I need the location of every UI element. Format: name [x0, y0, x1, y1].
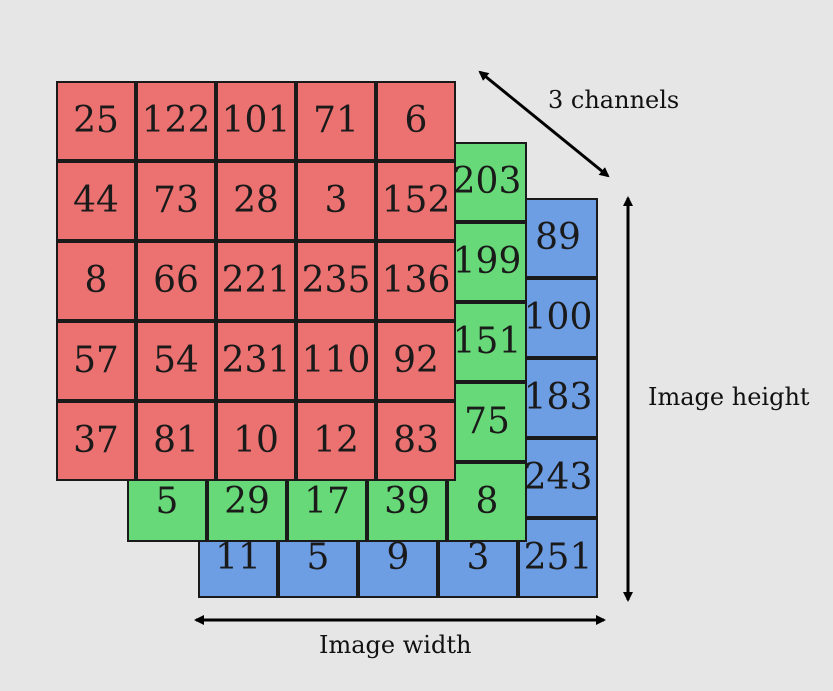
red-cell: 57: [56, 321, 136, 401]
red-cell: 10: [216, 401, 296, 481]
green-cell: 199: [447, 222, 527, 302]
channels-arrow: [478, 70, 610, 178]
red-cell: 81: [136, 401, 216, 481]
blue-cell: 100: [518, 278, 598, 358]
red-cell: 54: [136, 321, 216, 401]
red-cell: 3: [296, 161, 376, 241]
red-cell: 73: [136, 161, 216, 241]
red-cell: 152: [376, 161, 456, 241]
red-cell: 44: [56, 161, 136, 241]
red-cell: 12: [296, 401, 376, 481]
red-cell: 122: [136, 81, 216, 161]
channels-label: 3 channels: [548, 86, 680, 114]
red-cell: 136: [376, 241, 456, 321]
red-cell: 92: [376, 321, 456, 401]
red-cell: 28: [216, 161, 296, 241]
red-cell: 8: [56, 241, 136, 321]
red-cell: 37: [56, 401, 136, 481]
width-label: Image width: [319, 631, 472, 659]
blue-cell: 89: [518, 198, 598, 278]
red-cell: 71: [296, 81, 376, 161]
height-label: Image height: [648, 383, 810, 411]
red-cell: 66: [136, 241, 216, 321]
red-cell: 25: [56, 81, 136, 161]
red-cell: 235: [296, 241, 376, 321]
green-cell: 151: [447, 302, 527, 382]
blue-cell: 251: [518, 518, 598, 598]
blue-cell: 183: [518, 358, 598, 438]
red-cell: 101: [216, 81, 296, 161]
red-cell: 6: [376, 81, 456, 161]
red-cell: 231: [216, 321, 296, 401]
red-cell: 110: [296, 321, 376, 401]
red-cell: 83: [376, 401, 456, 481]
red-cell: 221: [216, 241, 296, 321]
green-cell: 8: [447, 462, 527, 542]
